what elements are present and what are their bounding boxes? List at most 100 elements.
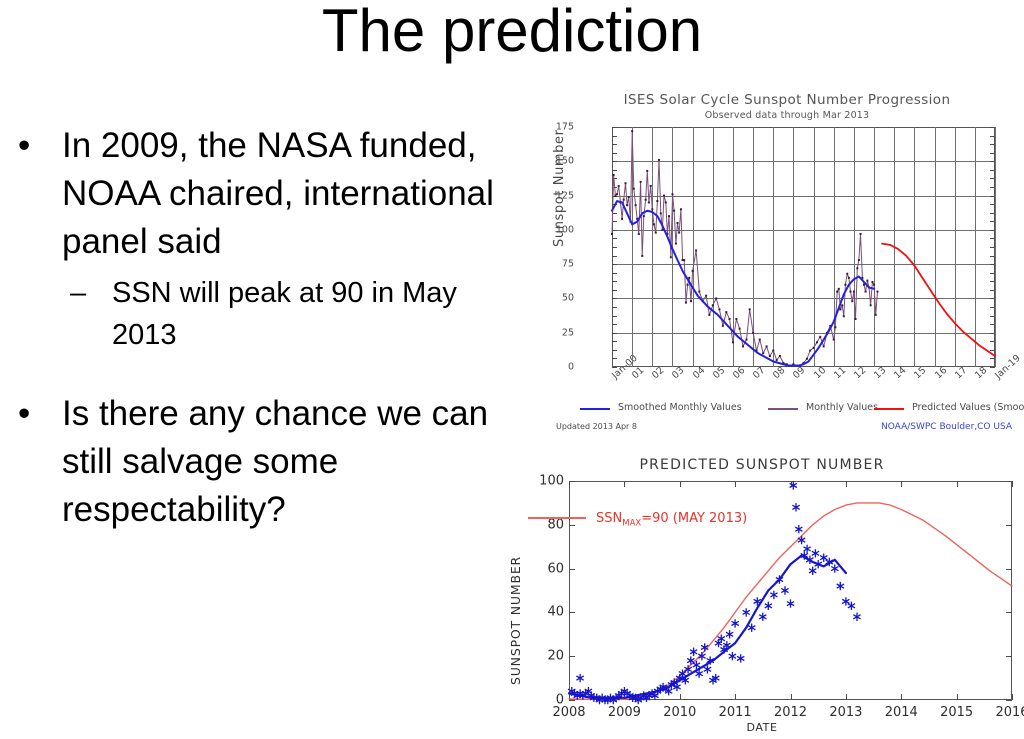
y-minor-tick: [612, 135, 617, 137]
x-gridline: [672, 127, 674, 367]
y-minor-tick-right: [990, 187, 995, 188]
x-tick: [569, 694, 570, 700]
x-tick-label: 2008: [552, 705, 586, 720]
x-gridline: [732, 127, 734, 367]
chart-subtitle: Observed data through Mar 2013: [704, 110, 870, 121]
annotation-ssn-max: SSNMAX=90 (MAY 2013): [596, 511, 747, 529]
y-minor-tick: [612, 212, 617, 214]
x-tick: [901, 694, 903, 700]
x-tick-top: [901, 481, 903, 487]
x-tick-label: 12: [851, 364, 869, 382]
x-tick-label: 2011: [718, 705, 752, 720]
x-gridline: [874, 127, 876, 367]
x-gridline: [974, 127, 976, 367]
x-tick-top: [1012, 481, 1013, 487]
y-minor-tick: [612, 298, 617, 300]
y-gridline: [612, 264, 995, 266]
y-tick-right: [1006, 612, 1012, 614]
x-tick-label: 2016: [995, 705, 1024, 720]
x-gridline: [833, 127, 835, 367]
y-tick-label: 0: [567, 361, 574, 373]
y-tick-label: 40: [547, 604, 564, 620]
legend-swatch-monthly: [768, 408, 798, 410]
y-tick-label: 150: [555, 155, 574, 167]
y-minor-tick: [612, 221, 617, 223]
x-tick-label: 2010: [663, 705, 697, 720]
y-minor-tick: [612, 255, 617, 257]
chart-predicted-sunspot-number: PREDICTED SUNSPOT NUMBER SUNSPOT NUMBER …: [500, 455, 1024, 739]
y-minor-tick: [612, 307, 617, 308]
x-tick-label: 06: [730, 364, 748, 382]
y-minor-tick: [612, 204, 617, 206]
legend-label-smoothed: Smoothed Monthly Values: [618, 402, 742, 413]
y-minor-tick: [612, 229, 617, 231]
y-minor-tick-right: [990, 144, 995, 146]
y-axis-title: SUNSPOT NUMBER: [508, 556, 523, 685]
bullet-spacer: [8, 356, 508, 390]
y-gridline: [612, 161, 995, 163]
bullet-text: SSN will peak at 90 in May 2013: [112, 277, 457, 351]
y-minor-tick: [612, 332, 617, 334]
y-tick-right: [1006, 481, 1012, 482]
x-gridline: [753, 127, 755, 367]
y-minor-tick: [612, 358, 617, 360]
y-minor-tick: [612, 161, 617, 163]
x-gridline: [995, 127, 996, 367]
x-gridline: [894, 127, 896, 367]
y-tick: [569, 612, 575, 614]
y-minor-tick: [612, 152, 617, 154]
x-tick: [845, 694, 847, 700]
y-minor-tick: [612, 349, 617, 351]
x-tick-label: 2013: [829, 705, 863, 720]
y-gridline: [612, 229, 995, 231]
x-tick-top: [624, 481, 626, 487]
x-tick-label: Jan-19: [993, 352, 1023, 382]
y-minor-tick: [612, 315, 617, 317]
y-minor-tick-right: [990, 152, 995, 154]
x-tick: [790, 694, 792, 700]
y-minor-tick: [612, 289, 617, 291]
x-tick-top: [845, 481, 847, 487]
y-minor-tick: [612, 144, 617, 146]
x-tick-label: 2009: [607, 705, 641, 720]
y-minor-tick: [612, 187, 617, 188]
y-tick-label: 125: [555, 190, 574, 202]
y-minor-tick: [612, 367, 617, 368]
y-minor-tick: [612, 127, 617, 128]
x-gridline: [773, 127, 775, 367]
y-minor-tick: [612, 195, 617, 197]
y-tick-right: [1006, 568, 1012, 570]
y-tick-label: 60: [547, 561, 564, 577]
legend-swatch-ssnmax: [528, 517, 586, 519]
y-tick-label: 75: [561, 258, 574, 270]
y-tick: [569, 656, 575, 658]
y-minor-tick-right: [990, 178, 995, 180]
y-tick-right: [1006, 524, 1012, 526]
y-tick-label: 50: [561, 292, 574, 304]
y-minor-tick: [612, 169, 617, 171]
x-tick-label: 11: [831, 364, 849, 382]
y-minor-tick-right: [990, 367, 995, 368]
y-tick: [569, 568, 575, 570]
chart-title: PREDICTED SUNSPOT NUMBER: [639, 457, 885, 473]
slide-body: • In 2009, the NASA funded, NOAA chaired…: [8, 122, 508, 540]
x-tick-label: 04: [690, 364, 707, 382]
y-gridline: [612, 195, 995, 197]
y-minor-tick-right: [990, 221, 995, 223]
plot-area: [612, 127, 995, 367]
x-tick-label: 09: [791, 364, 808, 382]
x-tick-label: 2015: [940, 705, 974, 720]
annotation-prefix: SSN: [596, 511, 623, 526]
chart-footer-credit: NOAA/SWPC Boulder,CO USA: [881, 422, 1012, 432]
y-minor-tick: [612, 324, 617, 326]
y-minor-tick: [612, 178, 617, 180]
x-tick-label: 14: [892, 364, 909, 382]
y-minor-tick: [612, 238, 617, 240]
legend-swatch-predicted: [874, 408, 904, 410]
x-gridline: [853, 127, 855, 367]
y-minor-tick-right: [990, 195, 995, 197]
annotation-subscript: MAX: [622, 518, 642, 529]
y-minor-tick: [612, 341, 617, 343]
y-tick-label: 80: [547, 517, 564, 533]
y-minor-tick: [612, 247, 617, 248]
